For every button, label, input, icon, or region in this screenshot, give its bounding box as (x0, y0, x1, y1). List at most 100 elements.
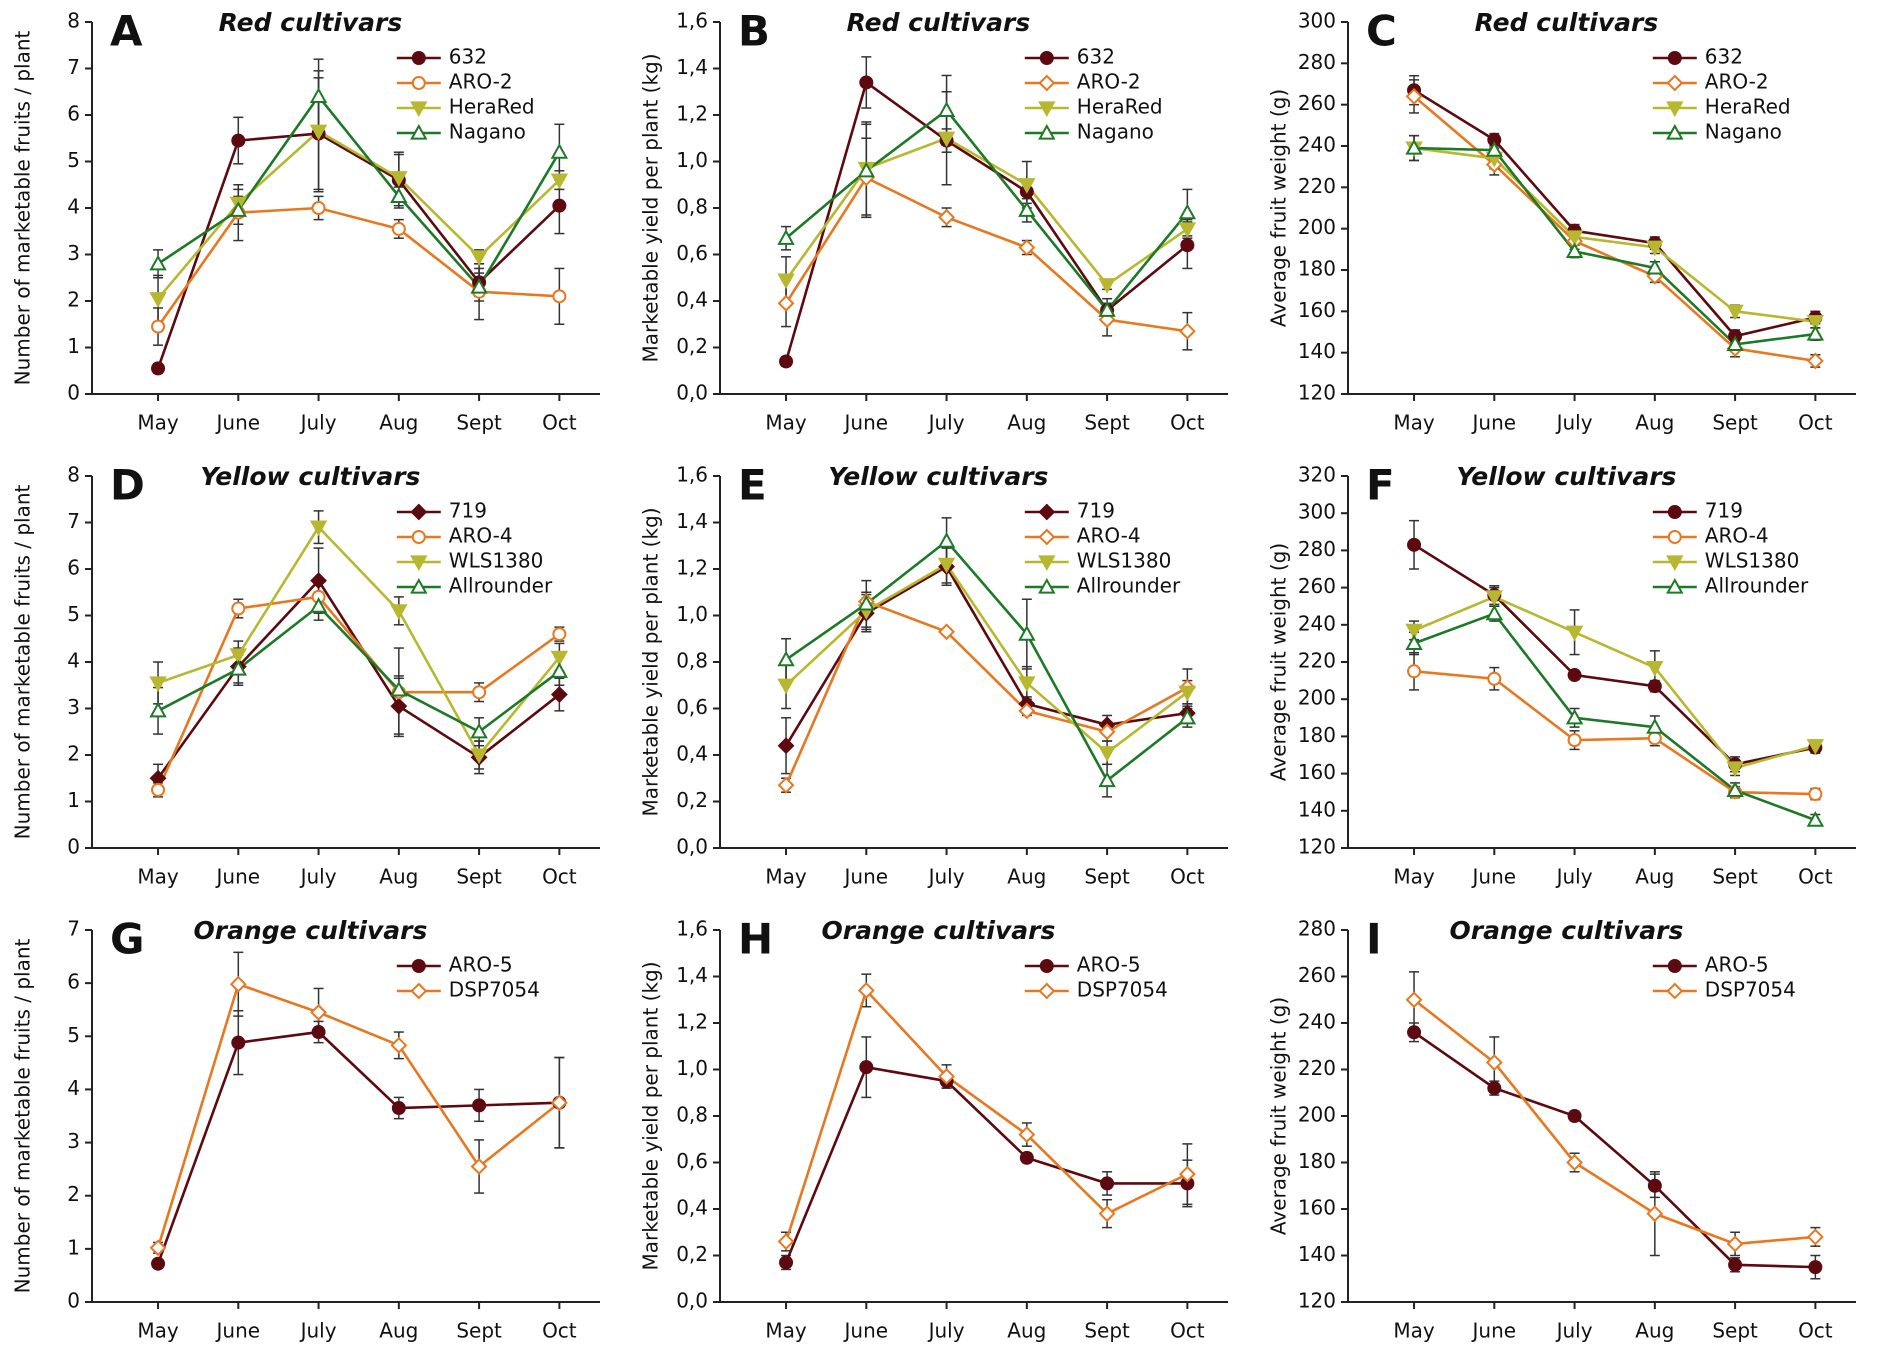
marker (1566, 1154, 1583, 1171)
y-tick-label: 4 (67, 649, 80, 673)
marker (779, 1255, 794, 1270)
marker (550, 662, 569, 678)
marker (149, 676, 167, 692)
marker (1018, 702, 1036, 720)
marker (472, 685, 487, 700)
marker (390, 680, 408, 697)
y-tick-label: 3 (67, 695, 80, 719)
legend-marker (1038, 101, 1056, 118)
y-tick-label: 280 (1298, 917, 1336, 941)
series-line (1413, 89, 1816, 338)
legend-label: Allrounder (1705, 574, 1809, 598)
series-line (1413, 146, 1816, 323)
y-tick-label: 180 (1298, 257, 1336, 281)
marker (938, 208, 955, 226)
marker (149, 292, 167, 308)
marker (1485, 590, 1504, 606)
marker (311, 1025, 326, 1040)
legend-label: Allrounder (449, 574, 553, 598)
marker (1806, 315, 1825, 331)
x-tick-label: May (137, 411, 179, 435)
y-axis-label: Marketable yield per plant (kg) (639, 961, 663, 1270)
y-tick-label: 240 (1298, 611, 1336, 635)
y-tick-label: 220 (1298, 1056, 1336, 1080)
series-line (156, 982, 561, 1249)
chart-title: Orange cultivars (193, 916, 427, 945)
legend-marker (1038, 503, 1056, 521)
legend-label: Nagano (449, 120, 526, 144)
marker (1806, 739, 1825, 755)
y-tick-label: 2 (67, 742, 80, 766)
x-tick-label: Sept (1712, 1319, 1758, 1343)
chart-title: Red cultivars (219, 8, 403, 37)
x-tick-label: July (1555, 1319, 1593, 1343)
legend-label: ARO-2 (1705, 70, 1769, 94)
legend-label: 632 (449, 45, 487, 69)
marker (309, 520, 328, 537)
legend-label: ARO-5 (449, 953, 513, 977)
marker (1806, 325, 1825, 341)
marker (857, 594, 876, 611)
y-tick-label: 7 (67, 509, 80, 533)
x-tick-label: May (1393, 865, 1435, 889)
legend-label: DSP7054 (1077, 978, 1168, 1002)
marker (1808, 787, 1823, 802)
legend-label: 632 (1705, 45, 1743, 69)
x-tick-label: June (1471, 865, 1517, 889)
marker (1808, 1260, 1823, 1275)
marker (1646, 240, 1664, 257)
x-tick-label: May (765, 865, 807, 889)
marker (470, 250, 488, 266)
x-tick-label: July (299, 411, 337, 435)
marker (310, 1003, 327, 1021)
marker (149, 1239, 167, 1257)
marker (1565, 625, 1584, 642)
marker (777, 1233, 795, 1250)
marker (1018, 676, 1036, 692)
marker (777, 776, 795, 794)
x-tick-label: June (843, 411, 889, 435)
y-tick-label: 200 (1298, 1103, 1336, 1127)
legend-label: 719 (1705, 499, 1743, 523)
legend-marker (1666, 982, 1684, 1000)
series-line (785, 539, 1189, 783)
y-tick-label: 140 (1298, 797, 1336, 821)
marker (1646, 718, 1664, 734)
marker (231, 601, 246, 616)
y-tick-label: 5 (67, 148, 80, 172)
y-tick-label: 1,2 (676, 102, 708, 126)
y-tick-label: 0,4 (676, 1196, 708, 1220)
marker (1487, 1081, 1502, 1096)
x-tick-label: Aug (379, 865, 418, 889)
marker (777, 229, 795, 245)
y-tick-label: 140 (1298, 339, 1336, 363)
marker (1407, 1025, 1422, 1040)
legend-label: 719 (1077, 499, 1115, 523)
marker (1098, 278, 1116, 294)
panel: 0 1 2 3 4 5 6 7 8 May June July Aug Sept Oct Number of … (11, 7, 600, 435)
panel-label: F (1366, 461, 1395, 510)
marker (859, 1060, 874, 1075)
marker (1178, 685, 1197, 702)
y-tick-label: 0,2 (676, 334, 708, 358)
chart-title: Red cultivars (1475, 8, 1659, 37)
x-tick-label: July (1555, 411, 1593, 435)
marker (938, 1068, 955, 1085)
legend-marker (410, 101, 428, 118)
panel-label: I (1366, 915, 1382, 964)
legend-marker (1038, 982, 1056, 1000)
marker (1405, 139, 1423, 155)
legend-label: HeraRed (1705, 95, 1791, 119)
x-tick-label: Sept (1712, 865, 1758, 889)
marker (777, 650, 795, 667)
marker (1565, 230, 1584, 246)
x-tick-label: May (137, 1319, 179, 1343)
y-tick-label: 1,2 (676, 1010, 708, 1034)
y-tick-label: 160 (1298, 1196, 1336, 1220)
marker (1100, 1176, 1115, 1191)
x-tick-label: Oct (1170, 411, 1205, 435)
y-tick-label: 180 (1298, 1149, 1336, 1173)
x-tick-label: May (137, 865, 179, 889)
y-tick-label: 240 (1298, 133, 1336, 157)
y-axis-label: Number of marketable fruits / plant (11, 938, 35, 1293)
